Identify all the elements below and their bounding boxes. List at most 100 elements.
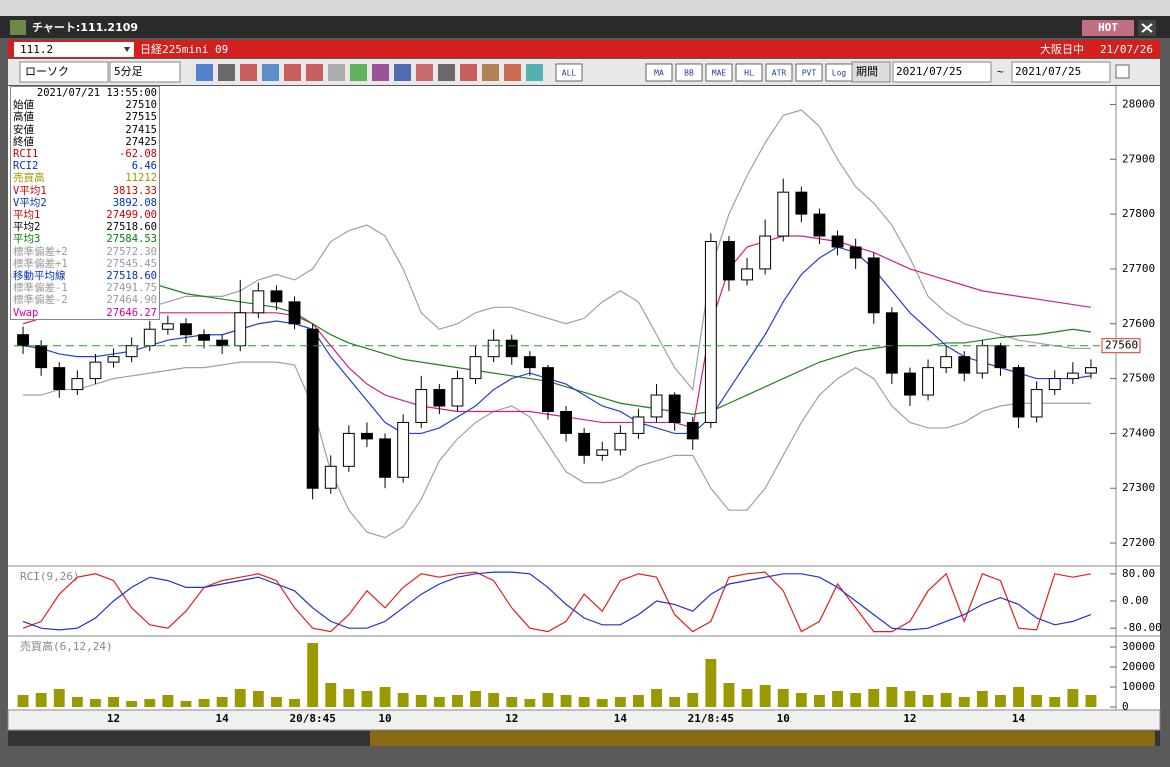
candle-body <box>1030 389 1043 418</box>
panel-title: RCI(9,26) <box>20 570 80 583</box>
volume-bar <box>614 697 626 707</box>
tool-button-label[interactable]: PVT <box>802 69 817 78</box>
tool-button-label[interactable]: MA <box>654 69 664 78</box>
info-label: 安値 <box>13 123 34 136</box>
tool-icon[interactable] <box>416 64 433 81</box>
tool-button[interactable] <box>735 63 763 82</box>
x-tick-label: 12 <box>505 712 518 725</box>
tool-button[interactable] <box>765 63 793 82</box>
tool-icon[interactable] <box>372 64 389 81</box>
app-icon <box>10 20 26 35</box>
info-label: RCI1 <box>13 148 39 161</box>
tool-button[interactable] <box>555 63 583 82</box>
tool-icon[interactable] <box>394 64 411 81</box>
chart-type[interactable]: ローソク <box>25 65 69 78</box>
interval-select[interactable] <box>109 61 181 83</box>
info-row: V平均2 3892.08 <box>11 197 159 209</box>
tool-button-label[interactable]: Log <box>832 69 847 78</box>
candle-body <box>976 345 989 374</box>
candle-body <box>867 257 880 314</box>
candle-body <box>469 356 482 380</box>
y-tick-label: 0 <box>1122 700 1129 713</box>
y-tick-label: 20000 <box>1122 660 1155 673</box>
candle-body <box>596 449 609 456</box>
info-row: Vwap 27646.27 <box>11 307 159 319</box>
volume-bar <box>180 701 192 707</box>
code[interactable]: 111.2 <box>20 43 53 56</box>
tool-icon[interactable] <box>460 64 477 81</box>
candle-body <box>451 378 464 407</box>
candle-body <box>71 378 84 391</box>
tool-icon[interactable] <box>262 64 279 81</box>
volume-bar <box>506 697 518 707</box>
candle-body <box>397 421 410 478</box>
tool-icon[interactable] <box>306 64 323 81</box>
volume-bar <box>886 687 898 707</box>
header-bar <box>8 40 1160 58</box>
volume-bar <box>850 693 862 707</box>
x-tick-label: 14 <box>614 712 628 725</box>
candle-body <box>632 416 645 434</box>
tool-button-label[interactable]: MAE <box>712 69 727 78</box>
tool-button[interactable] <box>645 63 673 82</box>
volume-bar <box>289 699 300 707</box>
info-value: 27584.53 <box>106 233 157 246</box>
volume-bar <box>90 699 101 707</box>
tool-icon[interactable] <box>284 64 301 81</box>
tool-button-label[interactable]: ALL <box>562 69 577 78</box>
hot-button[interactable] <box>1082 20 1134 36</box>
candle-body <box>958 356 971 374</box>
period-label[interactable]: 期間 <box>856 65 878 78</box>
last-price-label: 27560 <box>1105 339 1138 352</box>
hot-label[interactable]: HOT <box>1098 21 1118 34</box>
interval[interactable]: 5分足 <box>114 65 143 78</box>
tool-icon[interactable] <box>196 64 213 81</box>
info-label: 平均2 <box>13 221 41 234</box>
from-date[interactable]: 2021/07/25 <box>896 65 962 78</box>
code-box[interactable] <box>14 42 134 57</box>
tool-button-label[interactable]: HL <box>744 69 754 78</box>
info-row: 安値 27415 <box>11 124 159 136</box>
volume-bar <box>904 691 916 707</box>
tool-button[interactable] <box>705 63 733 82</box>
volume-bar <box>452 695 463 707</box>
chart-type-select[interactable] <box>19 61 109 83</box>
tool-icon[interactable] <box>350 64 367 81</box>
candle-body <box>1048 378 1061 391</box>
tool-button[interactable] <box>675 63 703 82</box>
to-date-box[interactable] <box>1011 61 1111 83</box>
toolbar-icons: ALL MA BB MAE HL ATR PVT Log <box>196 63 853 82</box>
candle-body <box>487 339 500 358</box>
tool-icon[interactable] <box>438 64 455 81</box>
tilde: ~ <box>997 65 1004 78</box>
info-value: 27491.75 <box>106 282 157 295</box>
tool-icon[interactable] <box>328 64 345 81</box>
volume-bar <box>488 693 500 707</box>
tool-button-label[interactable]: BB <box>684 69 694 78</box>
indicator-line <box>23 361 1091 539</box>
volume-bar <box>35 693 47 707</box>
tool-button[interactable] <box>795 63 823 82</box>
tool-icon[interactable] <box>482 64 499 81</box>
candle-body <box>107 356 120 363</box>
from-date-box[interactable] <box>892 61 992 83</box>
period-button[interactable] <box>851 61 891 83</box>
tool-icon[interactable] <box>526 64 543 81</box>
candle-body <box>216 339 229 347</box>
tool-icon[interactable] <box>504 64 521 81</box>
candle-body <box>922 367 934 396</box>
tool-button-label[interactable]: ATR <box>772 69 787 78</box>
y-tick-label: 27700 <box>1122 262 1155 275</box>
info-value: 3892.08 <box>112 196 157 209</box>
candle-body <box>35 345 48 369</box>
scroll-thumb[interactable] <box>370 731 1155 746</box>
tool-icon[interactable] <box>240 64 257 81</box>
tool-icon[interactable] <box>218 64 235 81</box>
info-row: 標準偏差-2 27464.90 <box>11 294 159 306</box>
info-row: 標準偏差-1 27491.75 <box>11 282 159 294</box>
checkbox[interactable] <box>1115 64 1130 79</box>
to-date[interactable]: 2021/07/25 <box>1015 65 1081 78</box>
x-tick-label: 14 <box>216 712 230 725</box>
info-label: 標準偏差+1 <box>13 257 68 270</box>
